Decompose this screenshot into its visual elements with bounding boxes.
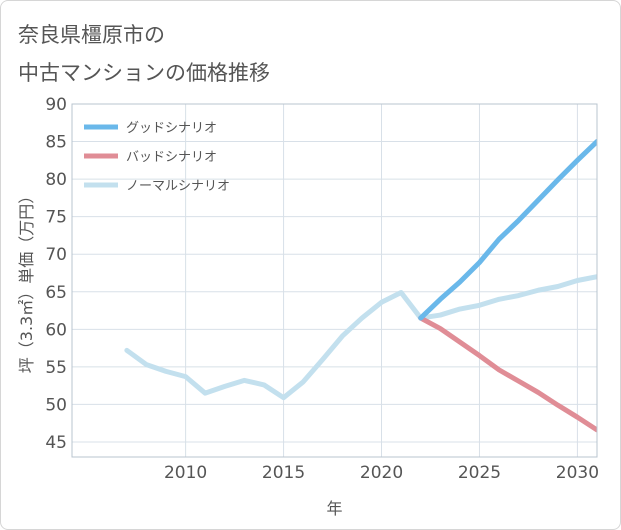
plot-area — [72, 104, 597, 457]
x-axis-title: 年 — [326, 499, 342, 518]
y-tick-label: 55 — [45, 358, 67, 378]
legend-label-1: バッドシナリオ — [126, 150, 217, 165]
x-tick-label: 2030 — [556, 463, 599, 483]
y-tick-label: 60 — [45, 320, 67, 340]
x-tick-label: 2010 — [164, 463, 207, 483]
y-tick-label: 90 — [45, 95, 67, 115]
y-axis-title: 坪（3.3㎡）単価（万円） — [17, 188, 36, 373]
y-tick-labels: 45 50 55 60 65 70 75 80 85 90 — [45, 95, 67, 453]
x-tick-labels: 2010 2015 2020 2025 2030 — [164, 463, 599, 483]
x-tick-label: 2015 — [262, 463, 305, 483]
y-tick-label: 65 — [45, 283, 67, 303]
series-layer — [124, 139, 597, 433]
plot-border — [71, 103, 598, 458]
x-tick-label: 2020 — [360, 463, 403, 483]
y-tick-label: 50 — [45, 395, 67, 415]
series-line-1 — [418, 315, 597, 433]
legend-label-0: グッドシナリオ — [126, 121, 217, 136]
y-tick-label: 85 — [45, 133, 67, 153]
y-tick-label: 80 — [45, 170, 67, 190]
series-line-0 — [418, 139, 597, 321]
series-line-2 — [124, 274, 597, 401]
y-tick-label: 45 — [45, 433, 67, 453]
x-tick-label: 2025 — [458, 463, 501, 483]
y-tick-label: 70 — [45, 245, 67, 265]
legend-label-2: ノーマルシナリオ — [126, 179, 230, 194]
chart-title-line-1: 奈良県橿原市の — [18, 23, 165, 47]
y-tick-label: 75 — [45, 208, 67, 228]
chart-title-line-2: 中古マンションの価格推移 — [18, 61, 270, 85]
